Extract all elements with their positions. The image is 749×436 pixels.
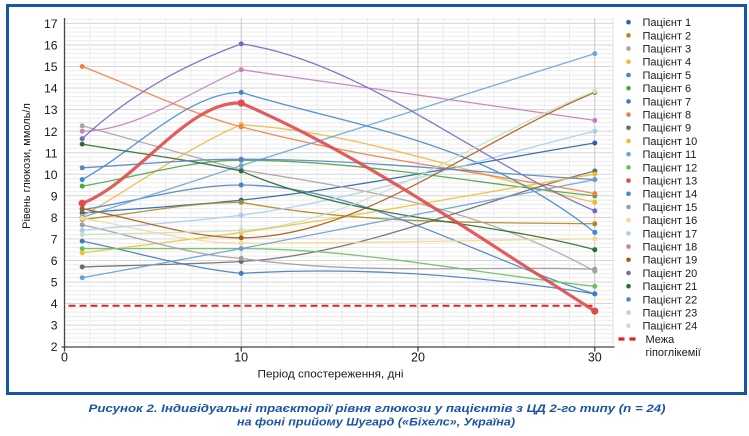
svg-text:11: 11 [45,146,58,160]
svg-text:9: 9 [51,189,58,203]
svg-text:на фоні прийому Шугард («Біхел: на фоні прийому Шугард («Біхелс», Україн… [237,416,515,428]
svg-text:Рівень глюкози, ммоль/л: Рівень глюкози, ммоль/л [21,103,33,229]
svg-text:Пацієнт 7: Пацієнт 7 [643,96,692,108]
svg-text:4: 4 [51,297,58,311]
svg-text:2: 2 [51,340,58,354]
svg-text:гіпоглікемії: гіпоглікемії [646,347,701,359]
svg-text:Пацієнт 16: Пацієнт 16 [643,215,698,227]
svg-text:15: 15 [44,60,58,74]
svg-text:17: 17 [44,17,58,31]
svg-text:Пацієнт 9: Пацієнт 9 [643,123,692,135]
svg-text:Пацієнт 24: Пацієнт 24 [643,321,698,333]
svg-text:Пацієнт 22: Пацієнт 22 [643,294,698,306]
svg-text:Пацієнт 11: Пацієнт 11 [643,149,697,161]
svg-text:13: 13 [44,103,58,117]
svg-text:10: 10 [44,168,58,182]
svg-text:Пацієнт 13: Пацієнт 13 [643,176,698,188]
svg-text:Пацієнт 4: Пацієнт 4 [643,57,692,69]
svg-text:Пацієнт 17: Пацієнт 17 [643,228,698,240]
svg-text:6: 6 [51,254,58,268]
svg-text:Пацієнт 8: Пацієнт 8 [643,110,692,122]
svg-text:7: 7 [51,233,58,247]
svg-text:5: 5 [51,276,58,290]
svg-text:Пацієнт 10: Пацієнт 10 [643,136,698,148]
svg-text:16: 16 [44,39,58,53]
svg-text:Пацієнт 12: Пацієнт 12 [643,162,698,174]
svg-text:Пацієнт 6: Пацієнт 6 [643,83,692,95]
svg-text:Пацієнт 1: Пацієнт 1 [643,17,692,29]
svg-text:Пацієнт 3: Пацієнт 3 [643,44,692,56]
svg-text:Пацієнт 5: Пацієнт 5 [643,70,692,82]
svg-text:30: 30 [588,351,602,365]
svg-text:20: 20 [411,351,425,365]
svg-text:Пацієнт 20: Пацієнт 20 [643,268,698,280]
svg-text:Пацієнт 2: Пацієнт 2 [643,30,692,42]
svg-text:12: 12 [44,125,58,139]
svg-text:0: 0 [61,351,68,365]
svg-text:Пацієнт 14: Пацієнт 14 [643,189,698,201]
svg-text:Межа: Межа [646,334,676,346]
svg-text:Пацієнт 19: Пацієнт 19 [643,255,698,267]
svg-text:Пацієнт 15: Пацієнт 15 [643,202,698,214]
svg-text:Пацієнт 18: Пацієнт 18 [643,242,698,254]
svg-text:10: 10 [234,351,248,365]
svg-text:Пацієнт 21: Пацієнт 21 [643,281,698,293]
svg-text:14: 14 [44,82,58,96]
svg-text:8: 8 [51,211,58,225]
svg-text:Період спостереження, дні: Період спостереження, дні [258,368,404,380]
svg-text:3: 3 [51,319,58,333]
svg-text:Рисунок 2. Індивідуальні траєк: Рисунок 2. Індивідуальні траєкторії рівн… [89,403,666,415]
svg-text:Пацієнт 23: Пацієнт 23 [643,308,698,320]
